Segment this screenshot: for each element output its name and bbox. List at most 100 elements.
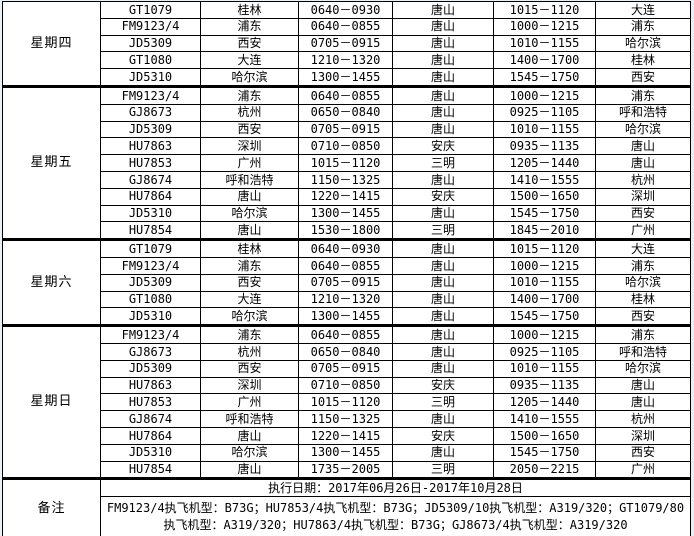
first-leg-time-cell: 1150－1325: [298, 410, 393, 428]
flight-row: 星期日 FM9123/4 浦东 0640－0855 唐山 1000－1215 浦东: [2, 324, 691, 480]
second-leg-time-cell: 1205－1440: [493, 154, 596, 172]
via-city-cell: 唐山: [392, 17, 494, 36]
flight-number-cell: GT1080: [100, 290, 201, 309]
day-label-cell: 星期日: [2, 324, 101, 480]
destination-city-cell: 唐山: [595, 137, 691, 156]
first-leg-time-cell: 0640－0930: [298, 238, 393, 258]
second-leg-time-cell: 1500－1650: [493, 187, 596, 206]
second-leg-time-cell: 1845－2010: [493, 221, 596, 241]
flight-number-cell: FM9123/4: [100, 324, 201, 344]
second-leg-time-cell: 0935－1135: [493, 137, 596, 156]
second-leg-time-cell: 1545－1750: [493, 204, 596, 223]
origin-city-cell: 唐山: [200, 460, 299, 480]
destination-city-cell: 大连: [595, 238, 691, 258]
flight-row: JD5309 西安 0705－0915 唐山 1010－1155 哈尔滨: [3, 34, 691, 53]
destination-city-cell: 浦东: [595, 256, 691, 275]
destination-city-cell: 浦东: [595, 17, 691, 36]
destination-city-cell: 桂林: [595, 51, 691, 70]
destination-city-cell: 浦东: [595, 85, 691, 105]
origin-city-cell: 杭州: [200, 342, 299, 361]
second-leg-time-cell: 1545－1750: [493, 68, 596, 87]
day-label-cell: 星期四: [2, 1, 101, 87]
origin-city-cell: 西安: [200, 359, 299, 378]
first-leg-time-cell: 0640－0855: [298, 256, 393, 275]
second-leg-time-cell: 1500－1650: [493, 426, 596, 445]
first-leg-time-cell: 1300－1455: [298, 204, 393, 223]
flight-row: JD5310 哈尔滨 1300－1455 唐山 1545－1750 西安: [3, 443, 691, 462]
first-leg-time-cell: 1220－1415: [298, 187, 393, 206]
origin-city-cell: 西安: [200, 273, 299, 292]
via-city-cell: 三明: [392, 154, 494, 172]
flight-row: FM9123/4 浦东 0640－0855 唐山 1000－1215 浦东: [3, 17, 691, 36]
flight-number-cell: HU7854: [100, 221, 201, 241]
flight-row: JD5309 西安 0705－0915 唐山 1010－1155 哈尔滨: [3, 359, 691, 378]
flight-row: JD5309 西安 0705－0915 唐山 1010－1155 哈尔滨: [3, 120, 691, 139]
first-leg-time-cell: 0705－0915: [298, 359, 393, 378]
via-city-cell: 唐山: [392, 68, 494, 87]
origin-city-cell: 广州: [200, 393, 299, 412]
origin-city-cell: 唐山: [200, 187, 299, 206]
via-city-cell: 唐山: [392, 204, 494, 223]
via-city-cell: 唐山: [392, 443, 494, 462]
origin-city-cell: 杭州: [200, 103, 299, 122]
destination-city-cell: 西安: [595, 204, 691, 223]
origin-city-cell: 浦东: [200, 324, 299, 344]
destination-city-cell: 哈尔滨: [595, 120, 691, 139]
destination-city-cell: 唐山: [595, 393, 691, 412]
destination-city-cell: 呼和浩特: [595, 342, 691, 361]
origin-city-cell: 浦东: [200, 85, 299, 105]
destination-city-cell: 杭州: [595, 170, 691, 189]
notes-section: 备注 执行日期：2017年06月26日-2017年10月28日 FM9123/4…: [2, 477, 691, 536]
destination-city-cell: 深圳: [595, 187, 691, 206]
flight-number-cell: JD5309: [100, 273, 201, 292]
origin-city-cell: 西安: [200, 120, 299, 139]
via-city-cell: 唐山: [392, 256, 494, 275]
destination-city-cell: 西安: [595, 68, 691, 87]
flight-number-cell: HU7854: [100, 460, 201, 480]
flight-row: 星期六 GT1079 桂林 0640－0930 唐山 1015－1120 大连: [2, 238, 691, 327]
destination-city-cell: 哈尔滨: [595, 359, 691, 378]
flight-number-cell: FM9123/4: [100, 17, 201, 36]
first-leg-time-cell: 1300－1455: [298, 68, 393, 87]
first-leg-time-cell: 0650－0840: [298, 342, 393, 361]
flight-number-cell: FM9123/4: [100, 256, 201, 275]
flight-number-cell: HU7863: [100, 376, 201, 395]
origin-city-cell: 呼和浩特: [200, 410, 299, 428]
via-city-cell: 唐山: [392, 170, 494, 189]
flight-row: JD5310 哈尔滨 1300－1455 唐山 1545－1750 西安: [3, 204, 691, 223]
day-label-cell: 星期五: [2, 84, 101, 241]
first-leg-time-cell: 0710－0850: [298, 137, 393, 156]
via-city-cell: 唐山: [392, 51, 494, 70]
flight-row: GJ8674 呼和浩特 1150－1325 唐山 1410－1555 杭州: [3, 170, 691, 189]
origin-city-cell: 唐山: [200, 221, 299, 241]
aircraft-types-line-1: FM9123/4执飞机型：B73G；HU7853/4执飞机型：B73G；JD53…: [106, 501, 685, 516]
destination-city-cell: 唐山: [595, 376, 691, 395]
origin-city-cell: 广州: [200, 154, 299, 172]
second-leg-time-cell: 1410－1555: [493, 170, 596, 189]
via-city-cell: 唐山: [392, 410, 494, 428]
flight-number-cell: GJ8673: [100, 342, 201, 361]
second-leg-time-cell: 1205－1440: [493, 393, 596, 412]
flight-row: GT1080 大连 1210－1320 唐山 1400－1700 桂林: [3, 290, 691, 309]
second-leg-time-cell: 1010－1155: [493, 359, 596, 378]
via-city-cell: 唐山: [392, 103, 494, 122]
day-label-cell: 星期六: [2, 238, 101, 327]
via-city-cell: 安庆: [392, 137, 494, 156]
via-city-cell: 唐山: [392, 342, 494, 361]
destination-city-cell: 唐山: [595, 154, 691, 172]
flight-number-cell: JD5310: [100, 307, 201, 327]
flight-row: 星期四 GT1079 桂林 0640－0930 唐山 1015－1120 大连: [2, 1, 691, 87]
first-leg-time-cell: 0650－0840: [298, 103, 393, 122]
via-city-cell: 三明: [392, 393, 494, 412]
second-leg-time-cell: 1015－1120: [493, 238, 596, 258]
flight-number-cell: JD5310: [100, 443, 201, 462]
flight-row: GT1080 大连 1210－1320 唐山 1400－1700 桂林: [3, 51, 691, 70]
first-leg-time-cell: 0640－0855: [298, 17, 393, 36]
flight-row: GJ8673 杭州 0650－0840 唐山 0925－1105 呼和浩特: [3, 103, 691, 122]
flight-number-cell: HU7853: [100, 393, 201, 412]
via-city-cell: 唐山: [392, 290, 494, 309]
flight-row: 星期五 FM9123/4 浦东 0640－0855 唐山 1000－1215 浦东: [2, 84, 691, 241]
via-city-cell: 唐山: [392, 324, 494, 344]
